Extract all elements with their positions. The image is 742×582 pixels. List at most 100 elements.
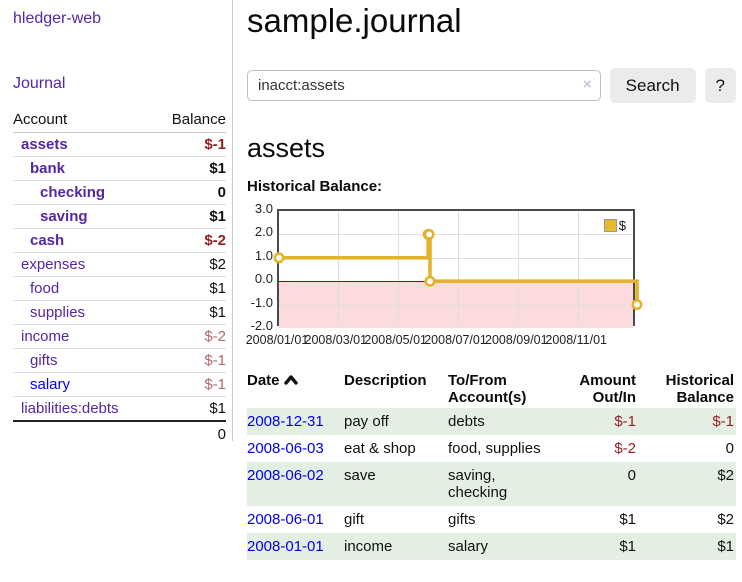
transaction-date-link[interactable]: 2008-12-31 xyxy=(247,413,324,430)
account-balance: $1 xyxy=(153,156,226,181)
transaction-amount: $1 xyxy=(619,538,636,555)
account-row: assets $-1 xyxy=(13,132,226,157)
transaction-accounts: gifts xyxy=(448,511,476,528)
chart-y-tick-label: 1.0 xyxy=(254,247,273,263)
legend-swatch-icon xyxy=(603,219,617,232)
chart-gridline-vertical xyxy=(518,211,520,324)
chart-gridline-horizontal xyxy=(279,304,633,306)
account-link[interactable]: assets xyxy=(21,136,68,153)
chart-x-tick-label: 2008/05/01 xyxy=(364,333,427,347)
register-header-accounts[interactable]: To/From Account(s) xyxy=(448,372,527,406)
search-button[interactable]: Search xyxy=(609,68,696,103)
account-row: saving $1 xyxy=(13,204,226,229)
account-row: gifts $-1 xyxy=(13,348,226,373)
account-row: checking 0 xyxy=(13,180,226,205)
register-header-description[interactable]: Description xyxy=(344,372,427,389)
chart-data-point[interactable] xyxy=(631,299,643,311)
account-link[interactable]: salary xyxy=(30,376,71,393)
transaction-balance: 0 xyxy=(725,440,734,457)
transaction-description: save xyxy=(344,467,376,484)
transaction-description: pay off xyxy=(344,413,389,430)
chart-gridline-vertical xyxy=(457,211,459,324)
account-balance: $-1 xyxy=(153,348,226,373)
account-balance: $-1 xyxy=(153,372,226,397)
account-balance: $1 xyxy=(153,204,226,229)
register-header-row: Date Description To/From Account(s) Amou… xyxy=(247,370,736,408)
accounts-balance-table: Account Balance assets $-1 bank $1 checking 0… xyxy=(13,108,226,446)
register-row[interactable]: 2008-12-31 pay off debts $-1 $-1 xyxy=(247,408,736,435)
transaction-date-link[interactable]: 2008-06-02 xyxy=(247,467,324,484)
transaction-accounts: saving, checking xyxy=(448,467,508,501)
register-header-balance[interactable]: Historical Balance xyxy=(665,372,734,406)
chart-series-line xyxy=(273,228,643,311)
chart-gridline-horizontal xyxy=(279,234,633,236)
chart-data-point[interactable] xyxy=(424,275,436,287)
transaction-balance: $2 xyxy=(717,467,734,484)
chart-y-tick-label: 0.0 xyxy=(254,271,273,287)
transaction-date-link[interactable]: 2008-01-01 xyxy=(247,538,324,555)
transaction-accounts: food, supplies xyxy=(448,440,541,457)
chart-legend: $ xyxy=(603,218,626,233)
account-row: cash $-2 xyxy=(13,228,226,253)
account-heading: assets xyxy=(247,133,326,163)
account-link[interactable]: food xyxy=(30,280,60,297)
register-row[interactable]: 2008-06-01 gift gifts $1 $2 xyxy=(247,506,736,533)
account-link[interactable]: gifts xyxy=(30,352,58,369)
chart-x-tick-label: 2008/01/01 xyxy=(245,333,309,347)
account-balance: 0 xyxy=(153,180,226,205)
account-balance: $-1 xyxy=(153,132,226,157)
account-link[interactable]: income xyxy=(21,328,70,345)
account-link[interactable]: saving xyxy=(40,208,88,225)
register-header-date[interactable]: Date xyxy=(247,370,344,408)
legend-label: $ xyxy=(618,218,626,233)
account-link[interactable]: expenses xyxy=(21,256,86,273)
account-link[interactable]: supplies xyxy=(30,304,86,321)
account-balance: $1 xyxy=(153,396,226,422)
register-row[interactable]: 2008-06-02 save saving, checking 0 $2 xyxy=(247,462,736,506)
transaction-accounts: salary xyxy=(448,538,489,555)
sort-asc-icon xyxy=(283,375,298,385)
transaction-description: income xyxy=(344,538,393,555)
account-link[interactable]: checking xyxy=(40,184,106,201)
clear-search-icon[interactable]: × xyxy=(582,76,592,93)
search-form: × Search ? xyxy=(247,68,736,103)
account-row: food $1 xyxy=(13,276,226,301)
account-row: liabilities:debts $1 xyxy=(13,396,226,422)
account-balance: $-2 xyxy=(153,324,226,349)
account-link[interactable]: cash xyxy=(30,232,65,249)
register-header-date-label: Date xyxy=(247,372,280,389)
account-link[interactable]: bank xyxy=(30,160,66,177)
chart-data-point[interactable] xyxy=(423,228,435,240)
chart-data-point[interactable] xyxy=(273,252,285,264)
transaction-date-link[interactable]: 2008-06-01 xyxy=(247,511,324,528)
chart-x-tick-label: 2008/11/01 xyxy=(545,333,608,347)
account-row: bank $1 xyxy=(13,156,226,181)
account-row: supplies $1 xyxy=(13,300,226,325)
account-link[interactable]: liabilities:debts xyxy=(21,400,119,417)
transaction-balance: $1 xyxy=(717,538,734,555)
help-button[interactable]: ? xyxy=(704,68,736,103)
chart-x-tick-label: 2008/09/01 xyxy=(485,333,548,347)
chart-x-tick-label: 2008/07/01 xyxy=(424,333,487,347)
chart-y-tick-label: 2.0 xyxy=(254,224,273,240)
register-header-amount[interactable]: Amount Out/In xyxy=(579,372,636,406)
transaction-amount: $-2 xyxy=(614,440,636,457)
app-title-link[interactable]: hledger-web xyxy=(13,10,102,27)
search-input[interactable] xyxy=(247,70,601,101)
account-balance: $-2 xyxy=(153,228,226,253)
transaction-amount: 0 xyxy=(627,467,636,484)
accounts-total-balance: 0 xyxy=(153,420,226,446)
transaction-amount: $1 xyxy=(619,511,636,528)
account-row: expenses $2 xyxy=(13,252,226,277)
account-balance: $1 xyxy=(153,276,226,301)
chart-plot-area: $ xyxy=(273,209,643,328)
transaction-description: gift xyxy=(344,511,365,528)
sidebar-item-journal[interactable]: Journal xyxy=(13,75,66,92)
register-row[interactable]: 2008-01-01 income salary $1 $1 xyxy=(247,533,736,560)
transaction-date-link[interactable]: 2008-06-03 xyxy=(247,440,324,457)
account-balance: $1 xyxy=(153,300,226,325)
register-row[interactable]: 2008-06-03 eat & shop food, supplies $-2 0 xyxy=(247,435,736,462)
chart-heading: Historical Balance: xyxy=(247,178,383,195)
chart-gridline-vertical xyxy=(397,211,399,324)
chart-y-tick-label: -1.0 xyxy=(250,294,273,310)
